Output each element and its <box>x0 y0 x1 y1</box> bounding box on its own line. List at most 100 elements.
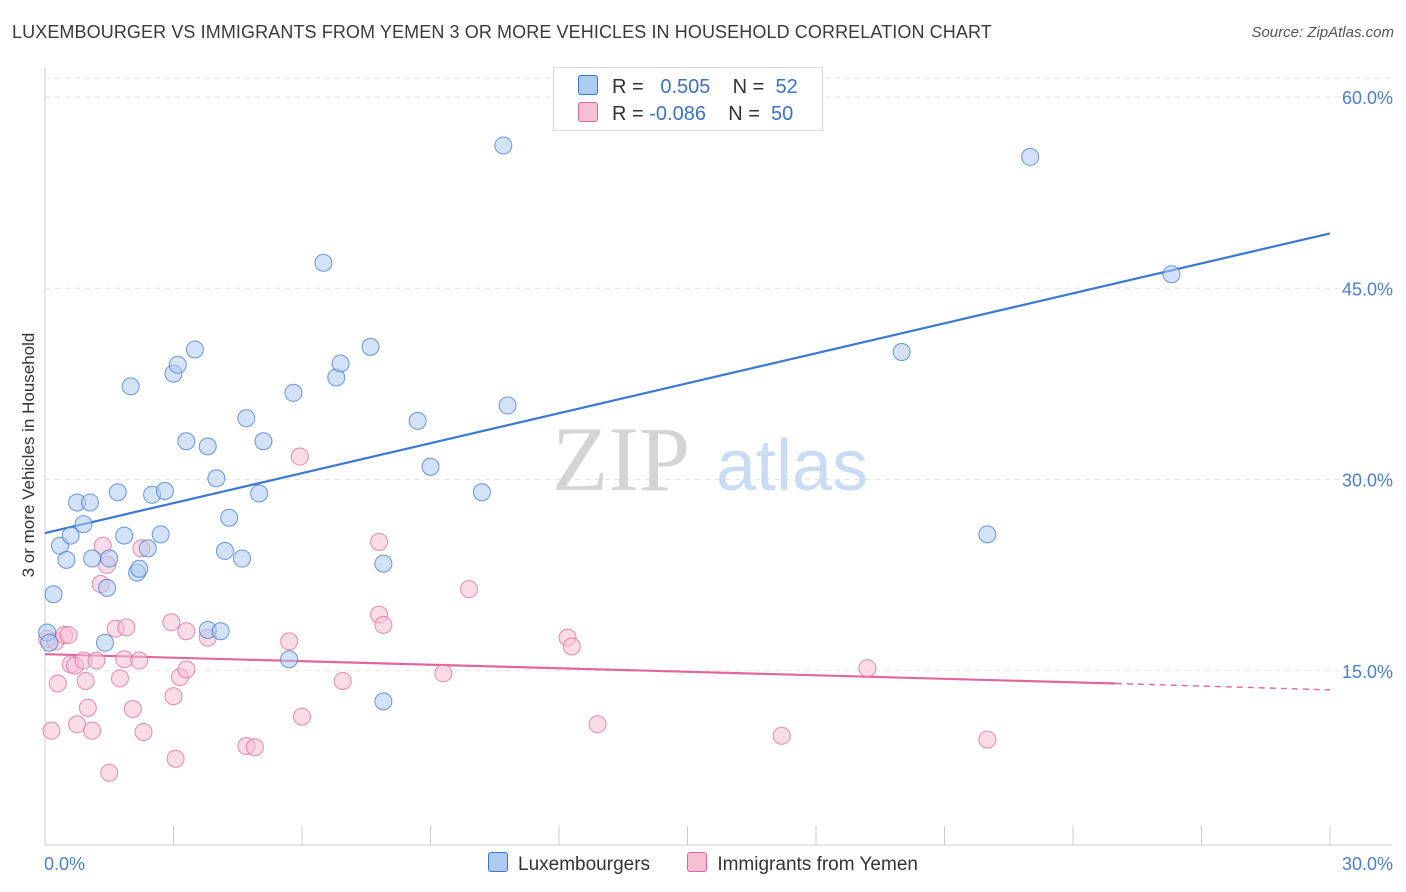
point-luxembourgers <box>233 549 252 568</box>
y-tick-label: 60.0% <box>1342 88 1393 108</box>
point-yemen <box>110 669 129 688</box>
point-yemen <box>562 637 581 656</box>
point-yemen <box>68 715 87 734</box>
legend-item-luxembourgers[interactable]: Luxembourgers <box>488 852 650 876</box>
point-luxembourgers <box>83 549 102 568</box>
legend-row-luxembourgers: R = 0.505 N = 52 <box>578 75 798 101</box>
point-yemen <box>978 730 997 749</box>
point-luxembourgers <box>168 355 187 374</box>
point-luxembourgers <box>108 483 127 502</box>
chart-source: Source: ZipAtlas.com <box>1251 24 1394 41</box>
point-yemen <box>117 618 136 637</box>
point-yemen <box>78 698 97 717</box>
point-luxembourgers <box>138 539 157 558</box>
point-yemen <box>59 626 78 645</box>
x-tick-label: 30.0% <box>1342 854 1393 874</box>
point-luxembourgers <box>250 484 269 503</box>
point-luxembourgers <box>421 457 440 476</box>
point-luxembourgers <box>211 622 230 641</box>
point-yemen <box>293 707 311 726</box>
point-luxembourgers <box>284 383 303 402</box>
y-tick-labels: 15.0% 30.0% 45.0% 60.0% <box>1342 88 1393 682</box>
chart-title: LUXEMBOURGER VS IMMIGRANTS FROM YEMEN 3 … <box>12 22 992 42</box>
point-luxembourgers <box>314 253 333 272</box>
point-luxembourgers <box>155 481 174 500</box>
trend-line-luxembourgers <box>44 232 1331 535</box>
trend-line-yemen <box>44 653 1116 685</box>
legend-row-yemen: R = -0.086 N = 50 <box>578 102 793 128</box>
point-yemen <box>588 715 607 734</box>
point-yemen <box>76 671 95 690</box>
axes <box>44 68 1392 846</box>
point-yemen <box>100 763 119 782</box>
point-luxembourgers <box>177 432 196 451</box>
legend-swatch-yemen <box>687 852 708 872</box>
point-yemen <box>134 722 153 741</box>
trend-lines <box>44 232 1331 691</box>
point-luxembourgers <box>1162 265 1181 284</box>
trend-line-yemen-extension <box>1115 682 1331 691</box>
point-yemen <box>434 664 453 683</box>
point-luxembourgers <box>130 559 149 578</box>
point-yemen <box>177 660 196 679</box>
point-yemen <box>290 447 309 466</box>
point-yemen <box>177 622 196 641</box>
point-luxembourgers <box>98 578 117 597</box>
point-luxembourgers <box>121 377 140 396</box>
point-yemen <box>83 721 102 740</box>
gridlines <box>45 77 1392 672</box>
data-points <box>38 136 1181 782</box>
point-luxembourgers <box>374 554 393 573</box>
point-yemen <box>772 726 791 745</box>
watermark-zip: ZIP <box>552 408 690 510</box>
point-yemen <box>374 615 393 634</box>
point-luxembourgers <box>254 432 273 451</box>
point-luxembourgers <box>498 396 517 415</box>
legend-swatch-pink <box>578 102 598 122</box>
point-luxembourgers <box>494 136 513 155</box>
point-yemen <box>42 721 61 740</box>
legend-swatch-luxembourgers <box>488 852 509 872</box>
point-luxembourgers <box>215 541 234 560</box>
watermark-atlas: atlas <box>716 426 868 506</box>
point-luxembourgers <box>374 692 393 711</box>
point-luxembourgers <box>61 526 80 545</box>
point-luxembourgers <box>237 409 256 428</box>
legend-item-yemen[interactable]: Immigrants from Yemen <box>687 852 918 876</box>
point-luxembourgers <box>151 525 170 544</box>
point-yemen <box>460 580 479 599</box>
correlation-legend: R = 0.505 N = 52 R = -0.086 N = 50 <box>553 67 823 131</box>
y-tick-label: 45.0% <box>1342 279 1393 299</box>
point-yemen <box>123 700 142 718</box>
n-value-luxembourgers: 52 <box>775 76 798 98</box>
point-luxembourgers <box>57 550 76 569</box>
point-luxembourgers <box>978 525 997 544</box>
point-luxembourgers <box>472 483 491 502</box>
y-tick-label: 15.0% <box>1342 662 1393 682</box>
point-yemen <box>166 749 185 768</box>
point-yemen <box>858 659 877 678</box>
point-luxembourgers <box>892 343 911 361</box>
point-luxembourgers <box>40 633 59 652</box>
point-luxembourgers <box>80 493 99 512</box>
legend-swatch-blue <box>578 75 598 95</box>
point-yemen <box>87 651 106 670</box>
point-yemen <box>164 687 183 706</box>
y-axis-label: 3 or more Vehicles in Household <box>19 333 38 578</box>
y-tick-label: 30.0% <box>1342 471 1393 491</box>
r-value-yemen: -0.086 <box>649 103 706 125</box>
point-luxembourgers <box>198 437 217 456</box>
point-luxembourgers <box>1021 147 1040 166</box>
point-yemen <box>280 632 299 651</box>
x-tick-labels: 0.0% 30.0% <box>44 854 1393 874</box>
point-luxembourgers <box>361 337 380 356</box>
point-luxembourgers <box>280 650 299 669</box>
point-yemen <box>115 650 134 669</box>
point-luxembourgers <box>44 585 63 604</box>
series-legend: Luxembourgers Immigrants from Yemen <box>0 852 1406 876</box>
n-value-yemen: 50 <box>771 103 794 125</box>
point-yemen <box>333 671 352 690</box>
point-luxembourgers <box>408 411 427 430</box>
point-luxembourgers <box>115 526 134 545</box>
